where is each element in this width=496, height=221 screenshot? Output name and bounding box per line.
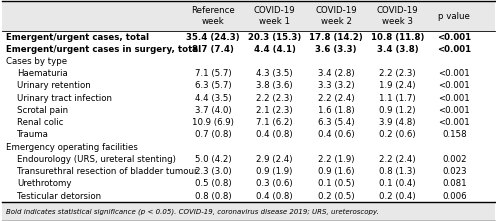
Text: Bold indicates statistical significance (p < 0.05). COVID-19, coronavirus diseas: Bold indicates statistical significance … bbox=[6, 208, 379, 215]
Text: 6.3 (5.7): 6.3 (5.7) bbox=[195, 82, 231, 90]
Text: 1.1 (1.7): 1.1 (1.7) bbox=[379, 94, 416, 103]
Text: Reference
week: Reference week bbox=[191, 6, 235, 26]
Text: 10.9 (6.9): 10.9 (6.9) bbox=[192, 118, 234, 127]
Text: 0.9 (1.6): 0.9 (1.6) bbox=[318, 167, 355, 176]
Text: Testicular detorsion: Testicular detorsion bbox=[17, 192, 101, 201]
Text: 0.5 (0.8): 0.5 (0.8) bbox=[195, 179, 231, 188]
Text: Haematuria: Haematuria bbox=[17, 69, 68, 78]
Text: <0.001: <0.001 bbox=[438, 69, 470, 78]
Text: <0.001: <0.001 bbox=[438, 82, 470, 90]
Text: Cases by type: Cases by type bbox=[6, 57, 67, 66]
Text: 0.006: 0.006 bbox=[442, 192, 467, 201]
Text: 0.158: 0.158 bbox=[442, 130, 467, 139]
Text: 35.4 (24.3): 35.4 (24.3) bbox=[186, 32, 240, 42]
Text: Trauma: Trauma bbox=[17, 130, 49, 139]
Text: Urinary tract infection: Urinary tract infection bbox=[17, 94, 112, 103]
Text: 7.1 (6.2): 7.1 (6.2) bbox=[256, 118, 293, 127]
Text: 20.3 (15.3): 20.3 (15.3) bbox=[248, 32, 301, 42]
Text: 3.9 (4.8): 3.9 (4.8) bbox=[379, 118, 416, 127]
Text: Emergent/urgent cases in surgery, total: Emergent/urgent cases in surgery, total bbox=[6, 45, 201, 54]
Text: 4.4 (4.1): 4.4 (4.1) bbox=[253, 45, 296, 54]
Text: 6.3 (5.4): 6.3 (5.4) bbox=[318, 118, 355, 127]
Text: 3.7 (4.0): 3.7 (4.0) bbox=[195, 106, 231, 115]
Text: 0.1 (0.5): 0.1 (0.5) bbox=[318, 179, 355, 188]
Text: 2.2 (2.3): 2.2 (2.3) bbox=[256, 94, 293, 103]
Text: 2.1 (2.3): 2.1 (2.3) bbox=[256, 106, 293, 115]
Text: 0.4 (0.8): 0.4 (0.8) bbox=[256, 192, 293, 201]
Text: 0.9 (1.2): 0.9 (1.2) bbox=[379, 106, 416, 115]
Text: COVID-19
week 2: COVID-19 week 2 bbox=[315, 6, 357, 26]
Text: 3.3 (3.2): 3.3 (3.2) bbox=[318, 82, 355, 90]
Text: 0.002: 0.002 bbox=[442, 155, 467, 164]
Text: 4.3 (3.5): 4.3 (3.5) bbox=[256, 69, 293, 78]
Text: 0.2 (0.4): 0.2 (0.4) bbox=[379, 192, 416, 201]
Text: 2.2 (2.3): 2.2 (2.3) bbox=[379, 69, 416, 78]
Text: 1.9 (2.4): 1.9 (2.4) bbox=[379, 82, 416, 90]
Text: 3.6 (3.3): 3.6 (3.3) bbox=[315, 45, 357, 54]
Text: Urinary retention: Urinary retention bbox=[17, 82, 91, 90]
Text: 10.8 (11.8): 10.8 (11.8) bbox=[371, 32, 425, 42]
Text: 2.2 (1.9): 2.2 (1.9) bbox=[318, 155, 355, 164]
Text: 0.081: 0.081 bbox=[442, 179, 467, 188]
Text: 2.3 (3.0): 2.3 (3.0) bbox=[195, 167, 231, 176]
Text: 0.4 (0.6): 0.4 (0.6) bbox=[318, 130, 355, 139]
Text: COVID-19
week 3: COVID-19 week 3 bbox=[377, 6, 419, 26]
Text: 0.2 (0.6): 0.2 (0.6) bbox=[379, 130, 416, 139]
Text: 0.3 (0.6): 0.3 (0.6) bbox=[256, 179, 293, 188]
Text: 5.0 (4.2): 5.0 (4.2) bbox=[195, 155, 231, 164]
Text: p value: p value bbox=[438, 11, 470, 21]
Text: 2.2 (2.4): 2.2 (2.4) bbox=[379, 155, 416, 164]
Text: Renal colic: Renal colic bbox=[17, 118, 63, 127]
Text: 3.4 (3.8): 3.4 (3.8) bbox=[377, 45, 419, 54]
Text: 3.8 (3.6): 3.8 (3.6) bbox=[256, 82, 293, 90]
Text: <0.001: <0.001 bbox=[438, 94, 470, 103]
Text: 7.1 (5.7): 7.1 (5.7) bbox=[195, 69, 231, 78]
Text: Emergency operating facilities: Emergency operating facilities bbox=[6, 143, 138, 152]
Text: 17.8 (14.2): 17.8 (14.2) bbox=[310, 32, 363, 42]
Text: 3.4 (2.8): 3.4 (2.8) bbox=[318, 69, 355, 78]
Text: Endourology (URS, ureteral stenting): Endourology (URS, ureteral stenting) bbox=[17, 155, 176, 164]
Text: Urethrotomy: Urethrotomy bbox=[17, 179, 72, 188]
Text: <0.001: <0.001 bbox=[438, 106, 470, 115]
Text: Emergent/urgent cases, total: Emergent/urgent cases, total bbox=[6, 32, 149, 42]
Text: <0.001: <0.001 bbox=[438, 118, 470, 127]
Text: 0.9 (1.9): 0.9 (1.9) bbox=[256, 167, 293, 176]
Text: 4.4 (3.5): 4.4 (3.5) bbox=[195, 94, 231, 103]
Text: 1.6 (1.8): 1.6 (1.8) bbox=[318, 106, 355, 115]
Text: 0.1 (0.4): 0.1 (0.4) bbox=[379, 179, 416, 188]
Text: <0.001: <0.001 bbox=[437, 32, 471, 42]
Text: Scrotal pain: Scrotal pain bbox=[17, 106, 68, 115]
Text: Transurethral resection of bladder tumour: Transurethral resection of bladder tumou… bbox=[17, 167, 198, 176]
Text: 0.2 (0.5): 0.2 (0.5) bbox=[318, 192, 355, 201]
Text: 0.8 (0.8): 0.8 (0.8) bbox=[195, 192, 231, 201]
Text: 0.7 (0.8): 0.7 (0.8) bbox=[195, 130, 231, 139]
Text: 0.8 (1.3): 0.8 (1.3) bbox=[379, 167, 416, 176]
Text: 8.7 (7.4): 8.7 (7.4) bbox=[192, 45, 234, 54]
Text: 0.023: 0.023 bbox=[442, 167, 467, 176]
Text: 2.9 (2.4): 2.9 (2.4) bbox=[256, 155, 293, 164]
Text: COVID-19
week 1: COVID-19 week 1 bbox=[254, 6, 296, 26]
Text: 0.4 (0.8): 0.4 (0.8) bbox=[256, 130, 293, 139]
Bar bbox=[2, 1, 495, 31]
Text: 2.2 (2.4): 2.2 (2.4) bbox=[318, 94, 355, 103]
Bar bbox=[2, 202, 495, 221]
Text: <0.001: <0.001 bbox=[437, 45, 471, 54]
